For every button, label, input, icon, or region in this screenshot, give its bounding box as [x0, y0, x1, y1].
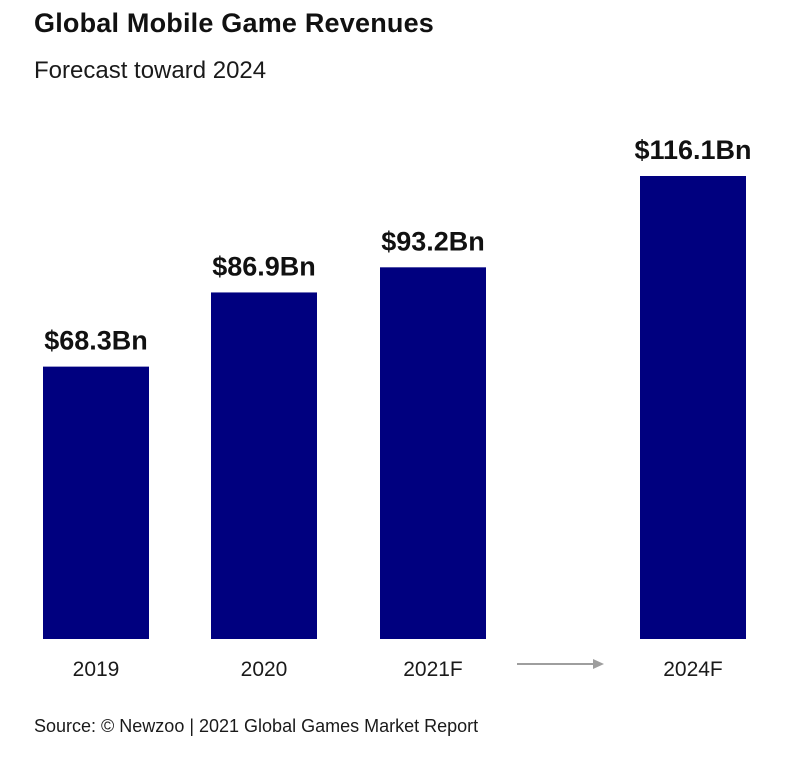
value-label-2019: $68.3Bn: [44, 326, 148, 356]
bar-2021f: [380, 267, 486, 639]
value-label-2020: $86.9Bn: [212, 251, 316, 281]
bar-2019: [43, 366, 149, 639]
source-note: Source: © Newzoo | 2021 Global Games Mar…: [34, 716, 479, 736]
bar-2020: [211, 292, 317, 639]
category-label-2019: 2019: [73, 658, 120, 681]
bars-layer: [43, 176, 746, 639]
value-label-2021f: $93.2Bn: [381, 226, 485, 256]
forecast-arrow: [517, 659, 604, 669]
category-label-2020: 2020: [241, 658, 288, 681]
chart-title: Global Mobile Game Revenues: [34, 8, 435, 38]
bar-2024f: [640, 176, 746, 639]
category-label-2024f: 2024F: [663, 658, 723, 681]
value-labels-layer: $68.3Bn $86.9Bn $93.2Bn $116.1Bn: [44, 135, 751, 356]
category-labels-layer: 2019 2020 2021F 2024F: [73, 658, 723, 681]
bar-chart: $68.3Bn$86.9Bn$93.2Bn$116.1Bn 2019 2020 20…: [43, 135, 752, 681]
arrow-head-icon: [593, 659, 604, 669]
value-label-2024f: $116.1Bn: [634, 135, 751, 165]
category-label-2021f: 2021F: [403, 658, 463, 681]
chart-subtitle: Forecast toward 2024: [34, 57, 267, 84]
